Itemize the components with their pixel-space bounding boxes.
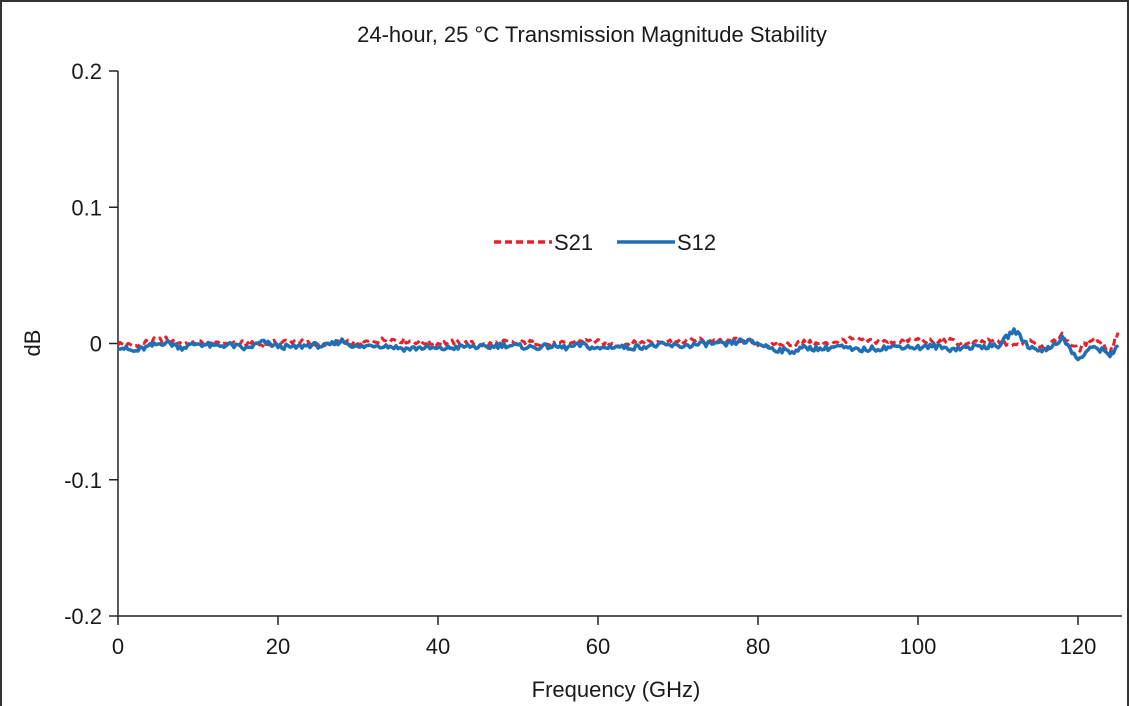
x-tick-label: 80	[746, 634, 770, 659]
y-axis-ticks: 0.2 0.1 0 -0.1 -0.2	[64, 59, 118, 629]
series-layer	[116, 327, 1120, 362]
y-tick-label: -0.2	[64, 604, 102, 629]
x-tick-label: 60	[586, 634, 610, 659]
x-tick-label: 20	[266, 634, 290, 659]
y-tick-label: 0.1	[71, 195, 102, 220]
x-tick-label: 0	[112, 634, 124, 659]
chart-title: 24-hour, 25 °C Transmission Magnitude St…	[357, 22, 827, 47]
y-tick-label: -0.1	[64, 468, 102, 493]
x-tick-label: 100	[900, 634, 937, 659]
x-tick-label: 40	[426, 634, 450, 659]
y-axis-label: dB	[20, 330, 45, 357]
x-tick-label: 120	[1060, 634, 1097, 659]
legend-label-s12: S12	[677, 230, 716, 255]
x-axis-label: Frequency (GHz)	[532, 677, 701, 702]
legend: S21 S12	[494, 230, 716, 255]
y-tick-label: 0	[90, 332, 102, 357]
y-tick-label: 0.2	[71, 59, 102, 84]
x-axis-ticks: 0 20 40 60 80 100 120	[112, 616, 1096, 659]
legend-label-s21: S21	[554, 230, 593, 255]
series-line-s12	[117, 327, 1120, 362]
